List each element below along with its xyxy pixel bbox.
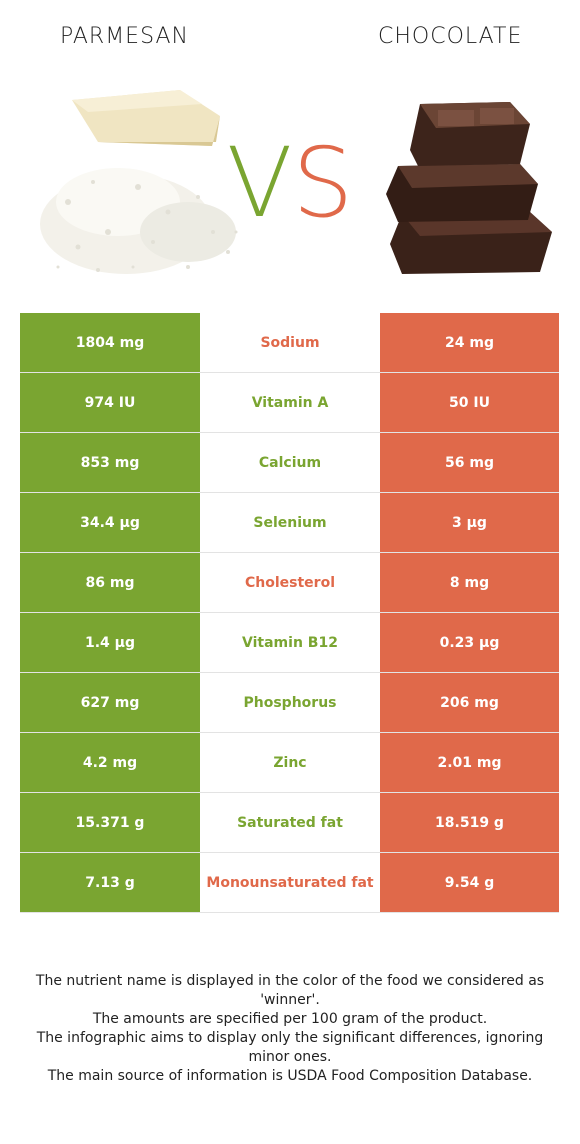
comparison-row: 86 mg Cholesterol 8 mg (20, 552, 559, 613)
parmesan-image (40, 90, 238, 274)
footer-line-3: The infographic aims to display only the… (36, 1030, 544, 1065)
comparison-row: 974 IU Vitamin A 50 IU (20, 372, 559, 433)
comparison-row: 1804 mg Sodium 24 mg (20, 313, 559, 373)
nutrient-name: Phosphorus (200, 672, 380, 733)
nutrient-name: Saturated fat (200, 792, 380, 853)
nutrient-name: Monounsaturated fat (200, 852, 380, 913)
nutrient-name: Zinc (200, 732, 380, 793)
left-value: 4.2 mg (20, 732, 200, 793)
right-value: 8 mg (380, 552, 559, 613)
vs-s-letter: S (292, 127, 354, 239)
chocolate-image (386, 102, 552, 274)
left-value: 7.13 g (20, 852, 200, 913)
right-value: 3 µg (380, 492, 559, 553)
right-value: 2.01 mg (380, 732, 559, 793)
comparison-row: 34.4 µg Selenium 3 µg (20, 492, 559, 553)
right-value: 24 mg (380, 313, 559, 373)
footer-line-2: The amounts are specified per 100 gram o… (92, 1011, 488, 1027)
left-value: 1.4 µg (20, 612, 200, 673)
right-value: 56 mg (380, 432, 559, 493)
nutrient-name: Sodium (200, 313, 380, 373)
comparison-row: 15.371 g Saturated fat 18.519 g (20, 792, 559, 853)
vs-v-letter: V (226, 127, 293, 239)
left-food-title: PARMESAN (60, 24, 189, 49)
footer-line-4: The main source of information is USDA F… (47, 1068, 533, 1084)
comparison-table: 1804 mg Sodium 24 mg 974 IU Vitamin A 50 IU 85… (20, 313, 559, 913)
comparison-row: 627 mg Phosphorus 206 mg (20, 672, 559, 733)
left-value: 853 mg (20, 432, 200, 493)
comparison-row: 1.4 µg Vitamin B12 0.23 µg (20, 612, 559, 673)
comparison-row: 853 mg Calcium 56 mg (20, 432, 559, 493)
comparison-row: 4.2 mg Zinc 2.01 mg (20, 732, 559, 793)
nutrient-name: Selenium (200, 492, 380, 553)
right-value: 206 mg (380, 672, 559, 733)
right-value: 18.519 g (380, 792, 559, 853)
nutrient-name: Cholesterol (200, 552, 380, 613)
right-value: 50 IU (380, 372, 559, 433)
left-value: 1804 mg (20, 313, 200, 373)
left-value: 15.371 g (20, 792, 200, 853)
right-value: 9.54 g (380, 852, 559, 913)
footer-notes: The nutrient name is displayed in the co… (18, 972, 562, 1086)
right-value: 0.23 µg (380, 612, 559, 673)
left-value: 974 IU (20, 372, 200, 433)
right-food-title: CHOCOLATE (378, 24, 523, 49)
left-value: 627 mg (20, 672, 200, 733)
left-value: 34.4 µg (20, 492, 200, 553)
nutrient-name: Vitamin A (200, 372, 380, 433)
nutrient-name: Calcium (200, 432, 380, 493)
footer-line-1: The nutrient name is displayed in the co… (35, 973, 545, 1008)
nutrient-name: Vitamin B12 (200, 612, 380, 673)
left-value: 86 mg (20, 552, 200, 613)
comparison-row: 7.13 g Monounsaturated fat 9.54 g (20, 852, 559, 913)
